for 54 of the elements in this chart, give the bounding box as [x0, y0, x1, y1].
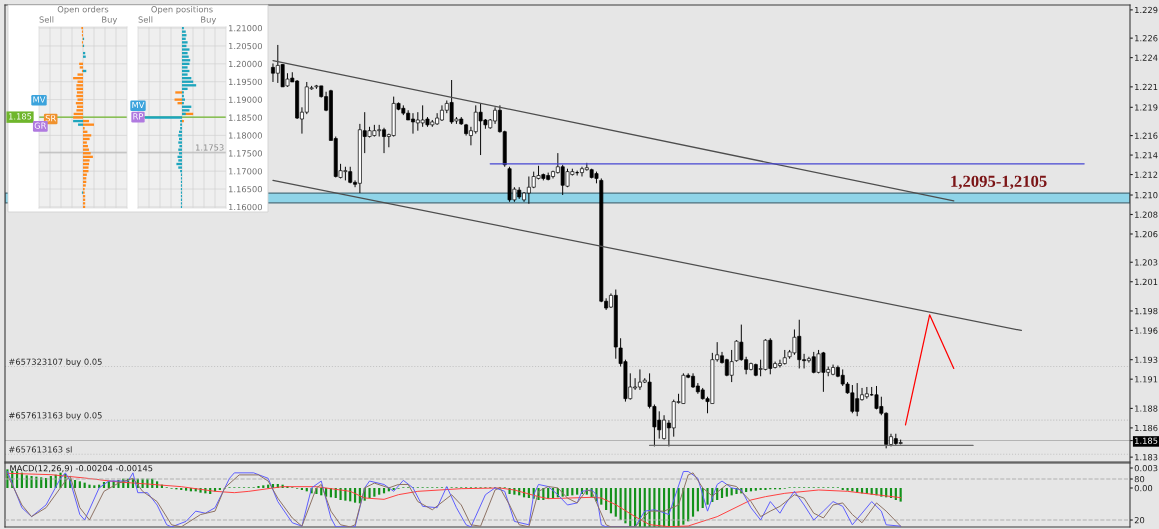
y-tick-label: 1.214: [1135, 152, 1158, 159]
y-tick-label: 1.18000: [229, 132, 262, 139]
y-tick-label: 1.212: [1135, 171, 1158, 178]
annotation: Sell: [39, 16, 54, 23]
y-tick-label: 1.19500: [229, 78, 262, 86]
ref-line-label: 1.185: [9, 113, 32, 120]
y2-tick-label: 20: [1134, 517, 1145, 524]
y-tick-label: 1.21000: [229, 25, 262, 32]
y2-tick-label: 80: [1134, 475, 1145, 483]
y-tick-label: 1.224: [1135, 54, 1158, 61]
y-tick-label: 1.201: [1135, 278, 1158, 286]
ref-line-label: #657323107 buy 0.05: [9, 358, 102, 367]
annotation: MV: [132, 101, 145, 109]
y-tick-label: 1.19000: [229, 96, 262, 103]
y-tick-label: 1.186: [1135, 424, 1158, 432]
y-tick-label: 1.16500: [229, 186, 262, 193]
y-tick-label: 1.20000: [229, 60, 262, 68]
annotation: Buy: [201, 16, 217, 25]
y-tick-label: 1.20500: [229, 42, 262, 50]
ref-line-label: 1.1753: [196, 144, 224, 151]
y-tick-label: 1.196: [1135, 327, 1158, 334]
ref-line-label: #657613163 sl: [9, 446, 72, 453]
y-tick-label: 1.191: [1135, 376, 1158, 383]
annotation: SR: [45, 115, 56, 122]
annotation: GR: [34, 122, 47, 129]
y-tick-label: 1.17000: [229, 168, 262, 175]
y-tick-label: 1.226: [1135, 35, 1158, 42]
y-tick-label: 0.003: [1134, 464, 1158, 472]
y-tick-label: 1.219: [1135, 104, 1158, 111]
y-tick-label: 1.210: [1135, 191, 1158, 199]
y-tick-label: 1.188: [1135, 405, 1158, 412]
band-label: 1,2095-1,2105: [951, 175, 1047, 190]
y-tick-label: 1.216: [1135, 132, 1158, 139]
y-tick-label: 1.203: [1135, 259, 1158, 266]
y-tick-label: 1.208: [1135, 211, 1158, 218]
y-tick-label: 1.183: [1135, 454, 1158, 461]
y-tick-label: 1.206: [1135, 230, 1158, 238]
y-tick-label: 1.229: [1135, 6, 1158, 14]
ref-line-label: #657613163 buy 0.05: [9, 412, 102, 421]
y-tick-label: 0.00: [1134, 484, 1153, 492]
y-tick-label: 1.17500: [229, 150, 262, 157]
annotation: Sell: [138, 16, 153, 23]
y-tick-label: 1.198: [1135, 307, 1158, 315]
chart-title: Open positions: [151, 5, 213, 15]
annotation: MV: [33, 96, 46, 103]
chart-title: MACD(12,26,9) -0.00204 -0.00145: [10, 464, 153, 473]
y-tick-label: 1.18500: [229, 114, 262, 121]
annotation: Buy: [102, 16, 118, 25]
y-tick-label: 1.221: [1135, 83, 1158, 91]
y-tick-label: 1.16000: [229, 203, 262, 211]
annotation: RP: [133, 113, 144, 120]
y-tick-label: 1.185: [1135, 437, 1158, 444]
y-tick-label: 1.193: [1135, 356, 1158, 363]
chart-title: Open orders: [57, 5, 109, 15]
